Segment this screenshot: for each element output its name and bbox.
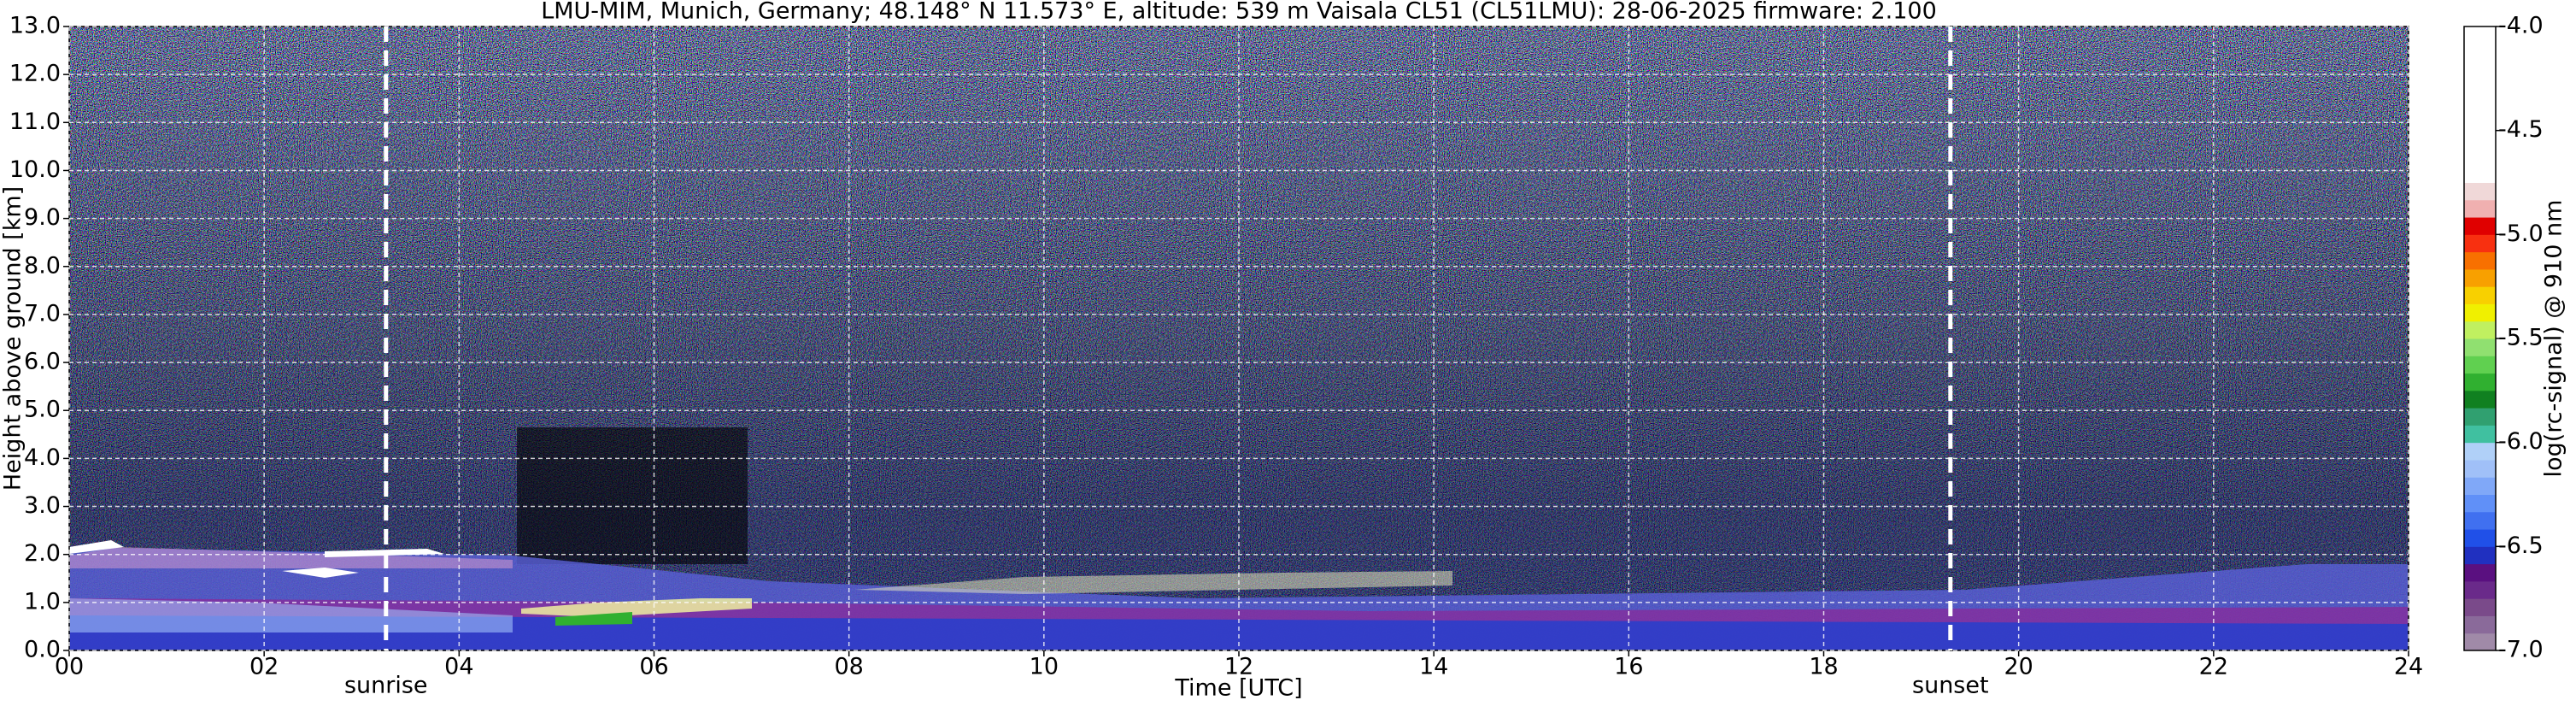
colorbar-segment xyxy=(2464,251,2496,270)
colorbar-tick-label: -5.0 xyxy=(2498,221,2544,247)
colorbar-segment xyxy=(2464,286,2496,304)
colorbar-segment xyxy=(2464,529,2496,547)
colorbar-segment xyxy=(2464,130,2496,149)
colorbar-segment xyxy=(2464,147,2496,166)
colorbar-segment xyxy=(2464,356,2496,374)
colorbar-segment xyxy=(2464,442,2496,461)
colorbar-tick-label: -7.0 xyxy=(2498,637,2544,663)
colorbar-segment xyxy=(2464,113,2496,132)
x-axis-label: Time [UTC] xyxy=(1174,675,1302,702)
x-tick-label: 16 xyxy=(1614,654,1643,680)
x-tick-label: 04 xyxy=(444,654,473,680)
y-tick-label: 13.0 xyxy=(9,13,61,39)
x-tick-label: 14 xyxy=(1419,654,1448,680)
colorbar-segment xyxy=(2464,182,2496,201)
y-tick-label: 3.0 xyxy=(24,492,61,519)
colorbar-segment xyxy=(2464,61,2496,79)
x-tick-label: 18 xyxy=(1809,654,1838,680)
colorbar-segment xyxy=(2464,234,2496,253)
colorbar-segment xyxy=(2464,632,2496,651)
x-tick-label: 08 xyxy=(834,654,863,680)
colorbar-tick-label: -5.5 xyxy=(2498,325,2544,351)
colorbar-segment xyxy=(2464,338,2496,356)
colorbar-segment xyxy=(2464,321,2496,339)
colorbar-segment xyxy=(2464,26,2496,44)
colorbar-segment xyxy=(2464,511,2496,530)
annotation-label: sunset xyxy=(1912,673,1989,699)
colorbar-segment xyxy=(2464,615,2496,634)
colorbar-segment xyxy=(2464,408,2496,426)
colorbar-segment xyxy=(2464,217,2496,235)
y-tick-label: 4.0 xyxy=(24,444,61,471)
colorbar-tick-label: -6.0 xyxy=(2498,428,2544,455)
x-tick-label: 00 xyxy=(55,654,84,680)
y-tick-label: 2.0 xyxy=(24,540,61,567)
y-tick-label: 1.0 xyxy=(24,588,61,615)
y-tick-label: 9.0 xyxy=(24,204,61,231)
y-axis-label: Height above ground [km] xyxy=(0,186,26,491)
y-tick-label: 7.0 xyxy=(24,300,61,327)
colorbar-segment xyxy=(2464,425,2496,444)
colorbar-segment xyxy=(2464,268,2496,287)
colorbar-segment xyxy=(2464,546,2496,565)
colorbar-segment xyxy=(2464,563,2496,582)
colorbar-segment xyxy=(2464,78,2496,97)
colorbar-segment xyxy=(2464,96,2496,114)
x-tick-label: 10 xyxy=(1030,654,1059,680)
colorbar-tick-label: -4.0 xyxy=(2498,13,2544,39)
colorbar-segment xyxy=(2464,598,2496,616)
y-tick-label: 12.0 xyxy=(9,61,61,87)
y-tick-label: 6.0 xyxy=(24,349,61,375)
colorbar-segment xyxy=(2464,580,2496,599)
colorbar-label: log(rc-signal) @ 910 nm xyxy=(2541,200,2567,478)
x-tick-label: 20 xyxy=(2004,654,2033,680)
colorbar-segment xyxy=(2464,459,2496,478)
annotation-label: sunrise xyxy=(344,673,428,699)
y-tick-label: 5.0 xyxy=(24,397,61,423)
x-tick-label: 22 xyxy=(2199,654,2228,680)
colorbar-segment xyxy=(2464,199,2496,218)
colorbar-segment xyxy=(2464,303,2496,322)
x-tick-label: 24 xyxy=(2394,654,2423,680)
colorbar-segment xyxy=(2464,390,2496,409)
colorbar-segment xyxy=(2464,477,2496,495)
x-tick-label: 06 xyxy=(639,654,668,680)
chart-title: LMU-MIM, Munich, Germany; 48.148° N 11.5… xyxy=(541,0,1937,25)
colorbar-segment xyxy=(2464,165,2496,183)
y-tick-label: 10.0 xyxy=(9,156,61,183)
y-tick-label: 8.0 xyxy=(24,252,61,279)
colorbar-tick-label: -6.5 xyxy=(2498,532,2544,559)
x-tick-label: 12 xyxy=(1224,654,1253,680)
colorbar-segment xyxy=(2464,44,2496,62)
colorbar-segment xyxy=(2464,494,2496,513)
x-tick-label: 02 xyxy=(249,654,279,680)
colorbar-segment xyxy=(2464,373,2496,391)
y-tick-label: 0.0 xyxy=(24,637,61,663)
colorbar-tick-label: -4.5 xyxy=(2498,116,2544,143)
y-tick-label: 11.0 xyxy=(9,109,61,135)
